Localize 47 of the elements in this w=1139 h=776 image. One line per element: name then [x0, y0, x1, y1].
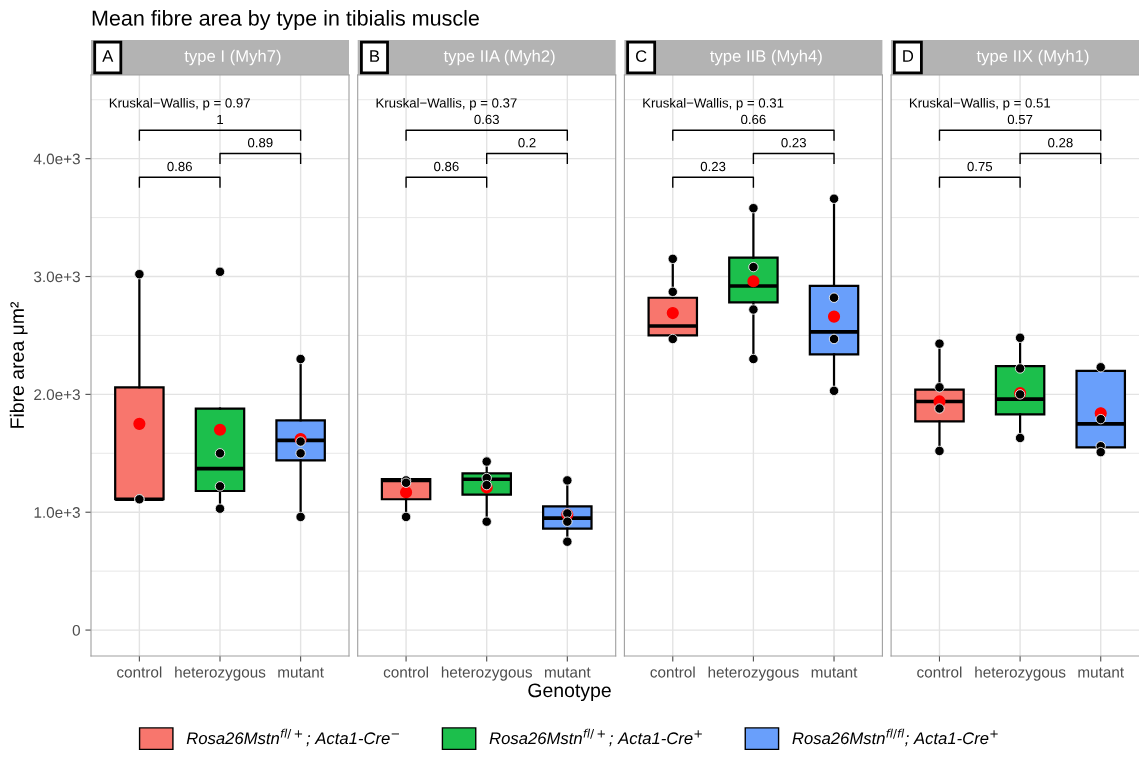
x-tick-label: mutant [278, 667, 324, 678]
y-tick-label: 1.0e+3 [34, 507, 80, 518]
chart-subtitle: type IIB (Myh4) [710, 49, 822, 66]
x-tick-label: mutant [811, 667, 858, 678]
annotation: 0.86 [434, 161, 459, 172]
text: D [903, 50, 914, 62]
annotation: 0.28 [1048, 138, 1073, 148]
x-tick-label: heterozygous [708, 666, 799, 681]
text: C [636, 50, 647, 62]
text: B [370, 50, 380, 62]
x-tick-label: heterozygous [175, 666, 266, 681]
chart-subtitle: type IIX (Myh1) [976, 49, 1089, 66]
annotation: 0.2 [518, 138, 536, 148]
x-tick-label: control [917, 666, 962, 678]
annotation: Kruskal−Wallis, p = 0.31 [643, 97, 784, 111]
y-tick-label: 3.0e+3 [34, 271, 80, 283]
x-tick-label: control [383, 666, 428, 678]
x-tick-label: mutant [544, 667, 591, 678]
annotation: Kruskal−Wallis, p = 0.51 [909, 97, 1051, 111]
x-tick-label: mutant [1078, 667, 1124, 678]
x-tick-label: heterozygous [441, 666, 533, 681]
chart-subtitle: type IIA (Myh2) [443, 49, 555, 66]
annotation: Kruskal−Wallis, p = 0.37 [376, 97, 517, 111]
annotation: 0.89 [247, 138, 273, 148]
x-axis-title: Genotype [528, 683, 611, 702]
y-axis-title: Fibre area μm² [9, 301, 28, 428]
annotation: 1 [217, 114, 224, 124]
annotation: 0.66 [741, 114, 766, 125]
annotation: 0.75 [967, 161, 993, 172]
x-tick-label: control [117, 666, 162, 678]
annotation: 0.63 [474, 114, 499, 125]
text: A [102, 50, 114, 62]
y-tick-label: 0 [72, 624, 80, 636]
chart-title: Mean fibre area by type in tibialis muscle [92, 9, 479, 31]
legend-label: Rosa26Mstn$^{fl/+}$; Acta1-Cre$^{+}$ [489, 728, 702, 747]
annotation: 0.23 [700, 161, 726, 172]
y-tick-label: 2.0e+3 [34, 389, 80, 401]
y-tick-label: 4.0e+3 [33, 153, 80, 165]
legend-label: Rosa26Mstn$^{fl/+}$; Acta1-Cre$^{−}$ [186, 728, 400, 747]
legend-label: Rosa26Mstn$^{fl/fl}$; Acta1-Cre$^{+}$ [792, 728, 998, 747]
annotation: 0.57 [1007, 114, 1033, 125]
annotation: 0.86 [167, 161, 192, 172]
x-tick-label: heterozygous [975, 666, 1066, 681]
chart-subtitle: type I (Myh7) [184, 49, 281, 66]
annotation: Kruskal−Wallis, p = 0.97 [109, 97, 250, 111]
x-tick-label: control [650, 666, 695, 678]
annotation: 0.23 [781, 138, 806, 148]
